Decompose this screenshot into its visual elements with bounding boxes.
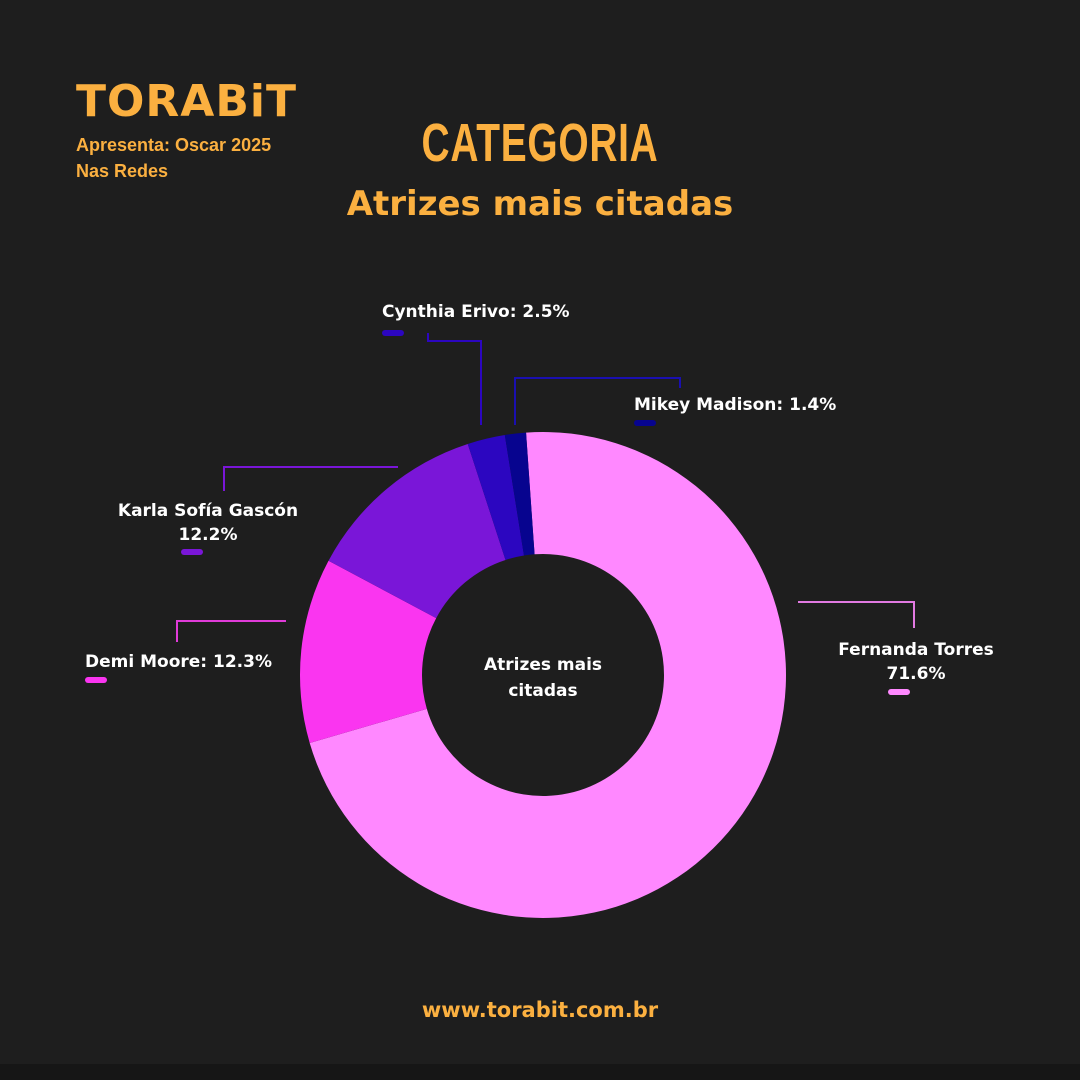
label-fernanda-torres: Fernanda Torres 71.6%	[831, 638, 1001, 686]
bottom-strip	[0, 1064, 1080, 1080]
donut-slice-karla-sof-a-gasc-n	[328, 443, 506, 619]
chart-title: Atrizes mais citadas	[346, 184, 734, 224]
donut-slices	[300, 432, 786, 918]
leader-line-karla	[223, 466, 398, 491]
torabit-logo: TORABiT	[76, 76, 297, 127]
legend-swatch-karla	[181, 549, 203, 555]
donut-slice-mikey-madison	[504, 432, 535, 556]
label-name: Demi Moore	[85, 652, 201, 672]
label-value: 12.3%	[213, 652, 272, 672]
label-demi-moore: Demi Moore: 12.3%	[85, 652, 272, 672]
label-value: 71.6%	[886, 664, 946, 684]
legend-swatch-mikey	[634, 420, 656, 426]
category-title: CATEGORIA	[421, 113, 659, 173]
donut-slice-cynthia-erivo	[467, 435, 524, 560]
leader-line-fernanda	[798, 601, 915, 628]
legend-swatch-fernanda	[888, 689, 910, 695]
footer-url: www.torabit.com.br	[421, 998, 659, 1022]
donut-slice-demi-moore	[300, 560, 437, 743]
legend-swatch-cynthia	[382, 330, 404, 336]
subtitle: Apresenta: Oscar 2025 Nas Redes	[76, 135, 272, 181]
label-mikey-madison: Mikey Madison: 1.4%	[634, 395, 837, 415]
label-cynthia-erivo: Cynthia Erivo: 2.5%	[382, 302, 570, 322]
label-name: Cynthia Erivo	[382, 302, 510, 322]
label-value: 2.5%	[522, 302, 570, 322]
donut-slice-fernanda-torres	[309, 432, 786, 918]
leader-line-mikey	[514, 377, 681, 425]
label-value: 12.2%	[178, 525, 238, 545]
legend-swatch-demi	[85, 677, 107, 683]
leader-line-demi	[176, 620, 286, 642]
donut-center-label: Atrizes mais citadas	[483, 655, 603, 701]
label-name: Mikey Madison	[634, 395, 777, 415]
label-karla-sofia-gascon: Karla Sofía Gascón 12.2%	[108, 499, 308, 547]
leader-line-cynthia	[427, 333, 482, 425]
label-name: Fernanda Torres	[838, 640, 994, 660]
label-name: Karla Sofía Gascón	[117, 501, 299, 521]
label-value: 1.4%	[789, 395, 837, 415]
